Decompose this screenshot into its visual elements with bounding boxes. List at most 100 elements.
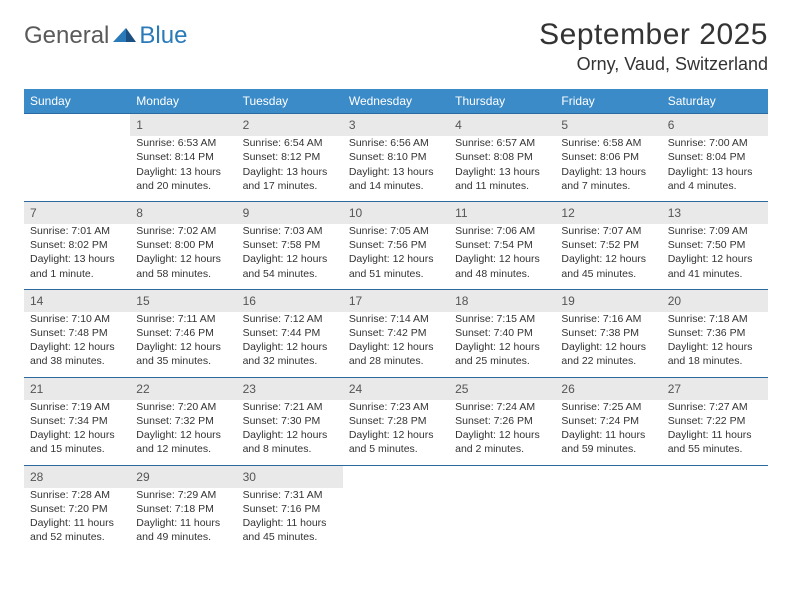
day-number-cell: 4 <box>449 114 555 137</box>
day-info-cell: Sunrise: 7:27 AMSunset: 7:22 PMDaylight:… <box>662 400 768 465</box>
day-number-cell: 15 <box>130 289 236 312</box>
weekday-header: Sunday <box>24 89 130 114</box>
day-info-row: Sunrise: 7:01 AMSunset: 8:02 PMDaylight:… <box>24 224 768 289</box>
sunset-text: Sunset: 7:44 PM <box>243 326 337 340</box>
day-info-cell: Sunrise: 7:25 AMSunset: 7:24 PMDaylight:… <box>555 400 661 465</box>
day-number: 30 <box>243 470 256 484</box>
sunrise-text: Sunrise: 6:58 AM <box>561 136 655 150</box>
day-info-cell: Sunrise: 7:23 AMSunset: 7:28 PMDaylight:… <box>343 400 449 465</box>
day-number: 7 <box>30 206 37 220</box>
day-number-row: 14151617181920 <box>24 289 768 312</box>
day-number: 9 <box>243 206 250 220</box>
day-number: 11 <box>455 206 467 220</box>
sunset-text: Sunset: 7:26 PM <box>455 414 549 428</box>
daylight-text: Daylight: 12 hours and 12 minutes. <box>136 428 230 456</box>
sunset-text: Sunset: 7:28 PM <box>349 414 443 428</box>
sunset-text: Sunset: 7:36 PM <box>668 326 762 340</box>
daylight-text: Daylight: 12 hours and 2 minutes. <box>455 428 549 456</box>
daylight-text: Daylight: 13 hours and 1 minute. <box>30 252 124 280</box>
day-number-cell: 14 <box>24 289 130 312</box>
day-number: 13 <box>668 206 681 220</box>
sunrise-text: Sunrise: 7:25 AM <box>561 400 655 414</box>
day-info-cell: Sunrise: 7:01 AMSunset: 8:02 PMDaylight:… <box>24 224 130 289</box>
sunset-text: Sunset: 8:02 PM <box>30 238 124 252</box>
day-number-cell: 29 <box>130 465 236 488</box>
day-number: 12 <box>561 206 574 220</box>
day-number: 23 <box>243 382 256 396</box>
daylight-text: Daylight: 13 hours and 20 minutes. <box>136 165 230 193</box>
header: General Blue September 2025 Orny, Vaud, … <box>24 18 768 75</box>
day-number-cell: 10 <box>343 201 449 224</box>
sunset-text: Sunset: 8:14 PM <box>136 150 230 164</box>
day-info-cell: Sunrise: 7:24 AMSunset: 7:26 PMDaylight:… <box>449 400 555 465</box>
sunset-text: Sunset: 7:20 PM <box>30 502 124 516</box>
sunrise-text: Sunrise: 7:18 AM <box>668 312 762 326</box>
daylight-text: Daylight: 12 hours and 58 minutes. <box>136 252 230 280</box>
day-info-row: Sunrise: 7:19 AMSunset: 7:34 PM Daylight:… <box>24 400 768 465</box>
daylight-text: Daylight: 12 hours and 28 minutes. <box>349 340 443 368</box>
day-number-cell <box>24 114 130 137</box>
sunset-text: Sunset: 7:54 PM <box>455 238 549 252</box>
day-number-cell: 27 <box>662 377 768 400</box>
daylight-text: Daylight: 12 hours and 41 minutes. <box>668 252 762 280</box>
sunrise-text: Sunrise: 7:23 AM <box>349 400 443 414</box>
sunset-text: Sunset: 7:42 PM <box>349 326 443 340</box>
day-number: 2 <box>243 118 250 132</box>
sunrise-text: Sunrise: 7:03 AM <box>243 224 337 238</box>
sunrise-text: Sunrise: 6:54 AM <box>243 136 337 150</box>
day-number-cell: 21 <box>24 377 130 400</box>
sunset-text: Sunset: 8:04 PM <box>668 150 762 164</box>
day-info-cell: Sunrise: 6:53 AMSunset: 8:14 PMDaylight:… <box>130 136 236 201</box>
daylight-text: Daylight: 12 hours and 38 minutes. <box>30 340 124 368</box>
day-info-row: Sunrise: 6:53 AMSunset: 8:14 PMDaylight:… <box>24 136 768 201</box>
sunrise-text: Sunrise: 7:12 AM <box>243 312 337 326</box>
sunrise-text: Sunrise: 6:57 AM <box>455 136 549 150</box>
daylight-text: Daylight: 12 hours and 35 minutes. <box>136 340 230 368</box>
sunrise-text: Sunrise: 7:28 AM <box>30 488 124 502</box>
daylight-text: Daylight: 12 hours and 18 minutes. <box>668 340 762 368</box>
day-info-cell <box>343 488 449 553</box>
calendar-table: SundayMondayTuesdayWednesdayThursdayFrid… <box>24 89 768 552</box>
day-number: 16 <box>243 294 256 308</box>
day-info-cell <box>555 488 661 553</box>
day-number-cell: 2 <box>237 114 343 137</box>
day-number: 28 <box>30 470 43 484</box>
weekday-header: Thursday <box>449 89 555 114</box>
day-number-cell: 12 <box>555 201 661 224</box>
daylight-text: Daylight: 12 hours and 54 minutes. <box>243 252 337 280</box>
daylight-text: Daylight: 11 hours and 55 minutes. <box>668 428 762 456</box>
daylight-text: Daylight: 12 hours and 8 minutes. <box>243 428 337 456</box>
sunset-text: Sunset: 7:38 PM <box>561 326 655 340</box>
day-number-cell: 18 <box>449 289 555 312</box>
day-number-cell: 3 <box>343 114 449 137</box>
day-number: 18 <box>455 294 468 308</box>
day-info-cell: Sunrise: 6:57 AMSunset: 8:08 PMDaylight:… <box>449 136 555 201</box>
sunset-text: Sunset: 8:10 PM <box>349 150 443 164</box>
daylight-text: Daylight: 13 hours and 7 minutes. <box>561 165 655 193</box>
day-number: 17 <box>349 294 362 308</box>
sunrise-text: Sunrise: 7:19 AM <box>30 400 124 414</box>
sunset-text: Sunset: 7:34 PM <box>30 414 124 428</box>
day-number-cell: 25 <box>449 377 555 400</box>
daylight-text: Daylight: 13 hours and 17 minutes. <box>243 165 337 193</box>
sunrise-text: Sunrise: 7:00 AM <box>668 136 762 150</box>
day-info-cell: Sunrise: 7:20 AMSunset: 7:32 PMDaylight:… <box>130 400 236 465</box>
daylight-text: Daylight: 12 hours and 45 minutes. <box>561 252 655 280</box>
logo: General Blue <box>24 18 187 50</box>
day-number-cell: 28 <box>24 465 130 488</box>
day-number: 10 <box>349 206 362 220</box>
daylight-text: Daylight: 13 hours and 4 minutes. <box>668 165 762 193</box>
day-number-cell: 9 <box>237 201 343 224</box>
day-number: 20 <box>668 294 681 308</box>
day-number: 14 <box>30 294 43 308</box>
day-info-row: Sunrise: 7:28 AMSunset: 7:20 PMDaylight:… <box>24 488 768 553</box>
sunset-text: Sunset: 8:12 PM <box>243 150 337 164</box>
sunrise-text: Sunrise: 7:07 AM <box>561 224 655 238</box>
sunset-text: Sunset: 7:56 PM <box>349 238 443 252</box>
day-number-row: 28 29 30 <box>24 465 768 488</box>
day-number: 15 <box>136 294 149 308</box>
day-number-row: 123456 <box>24 114 768 137</box>
day-info-cell: Sunrise: 7:21 AMSunset: 7:30 PMDaylight:… <box>237 400 343 465</box>
sunset-text: Sunset: 7:58 PM <box>243 238 337 252</box>
daylight-text: Daylight: 13 hours and 14 minutes. <box>349 165 443 193</box>
